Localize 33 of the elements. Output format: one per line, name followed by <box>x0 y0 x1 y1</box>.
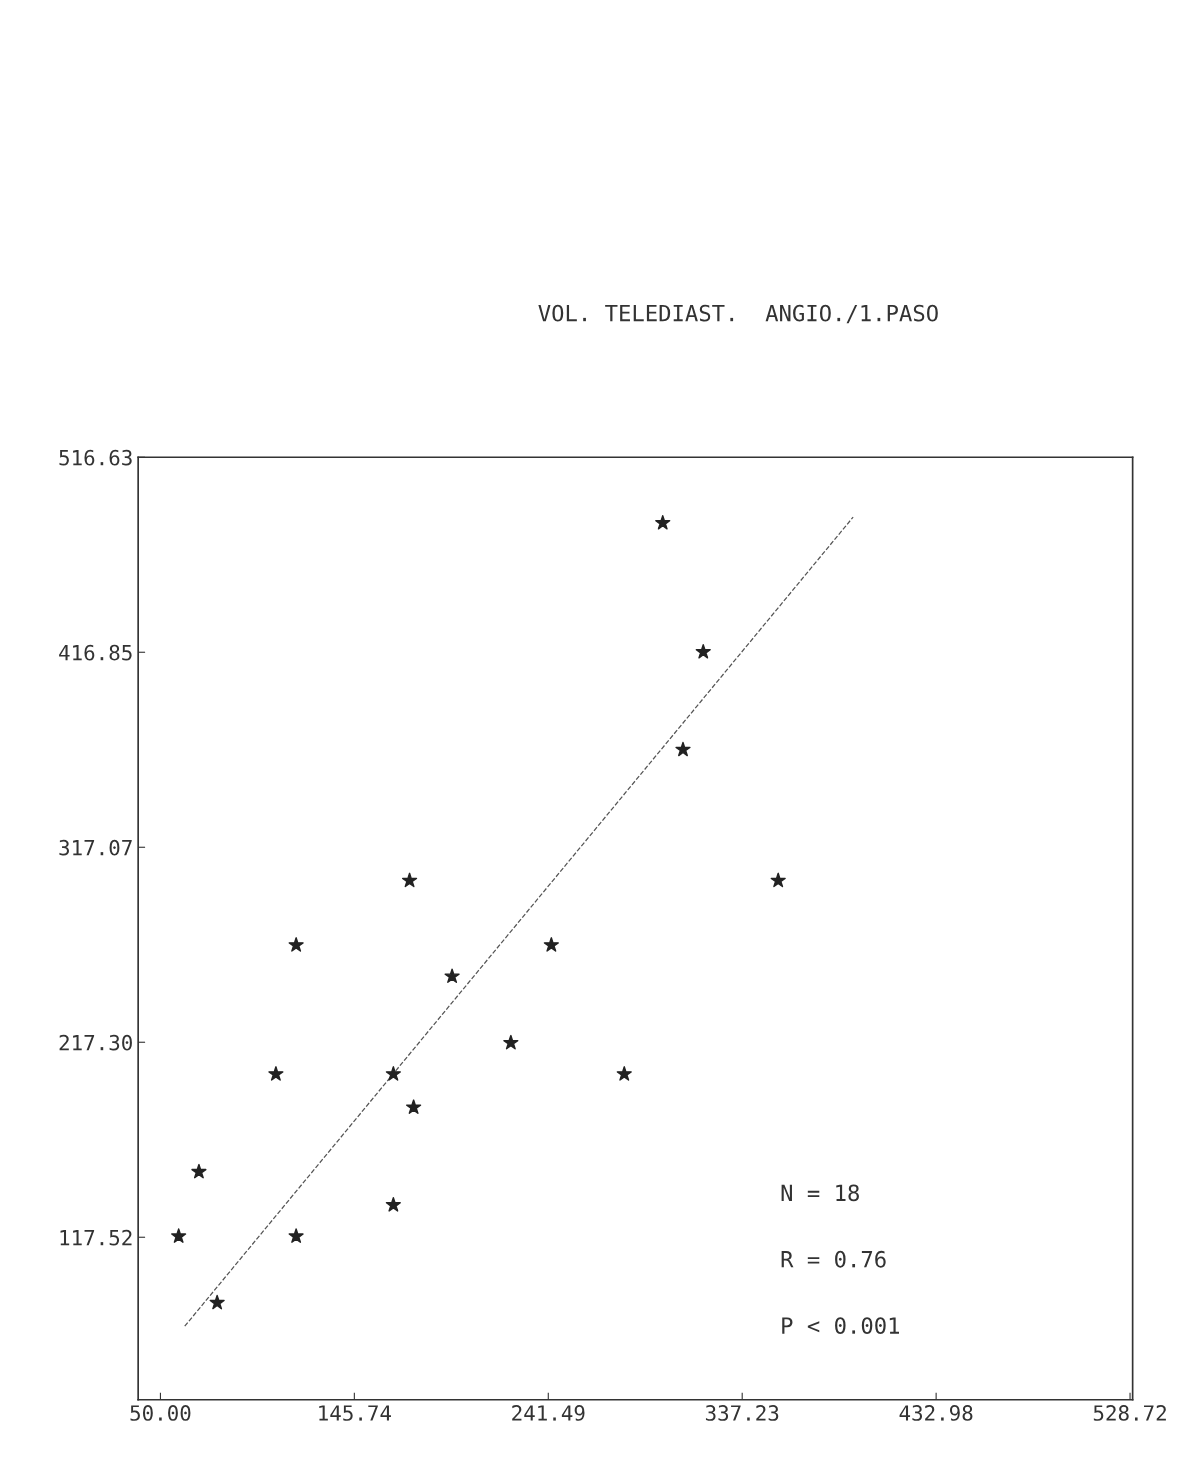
x-tick-label: 337.23 <box>705 1405 779 1421</box>
point <box>268 1066 284 1081</box>
chart-title: VOL. TELEDIAST. ANGIO./1.PASO <box>538 304 938 324</box>
point <box>770 872 786 888</box>
annotation: N = 18 <box>781 1184 859 1202</box>
y-tick-label: 217.30 <box>59 1034 132 1051</box>
point <box>543 937 559 952</box>
annotation: R = 0.76 <box>781 1250 886 1268</box>
point <box>655 514 671 530</box>
point <box>209 1294 225 1310</box>
point <box>385 1066 401 1081</box>
x-tick-label: 241.49 <box>512 1405 585 1421</box>
y-tick-label: 317.07 <box>59 839 132 856</box>
annotation: P < 0.001 <box>782 1317 900 1335</box>
y-tick-label: 117.52 <box>60 1229 132 1246</box>
point <box>385 1197 401 1212</box>
x-tick-label: 145.74 <box>319 1405 391 1421</box>
x-tick-label: 528.72 <box>1093 1405 1166 1421</box>
point <box>288 1228 304 1243</box>
point <box>288 937 304 952</box>
point <box>695 643 711 659</box>
point <box>503 1034 519 1050</box>
point <box>401 872 418 888</box>
point <box>191 1163 207 1179</box>
x-tick-label: 432.98 <box>899 1405 973 1421</box>
y-tick-label: 416.85 <box>59 644 132 661</box>
y-tick-label: 516.63 <box>59 449 132 466</box>
point <box>171 1228 187 1243</box>
point <box>616 1066 632 1081</box>
point <box>444 968 460 983</box>
point <box>675 741 691 757</box>
x-tick-label: 50.00 <box>130 1405 191 1421</box>
point <box>405 1099 422 1114</box>
